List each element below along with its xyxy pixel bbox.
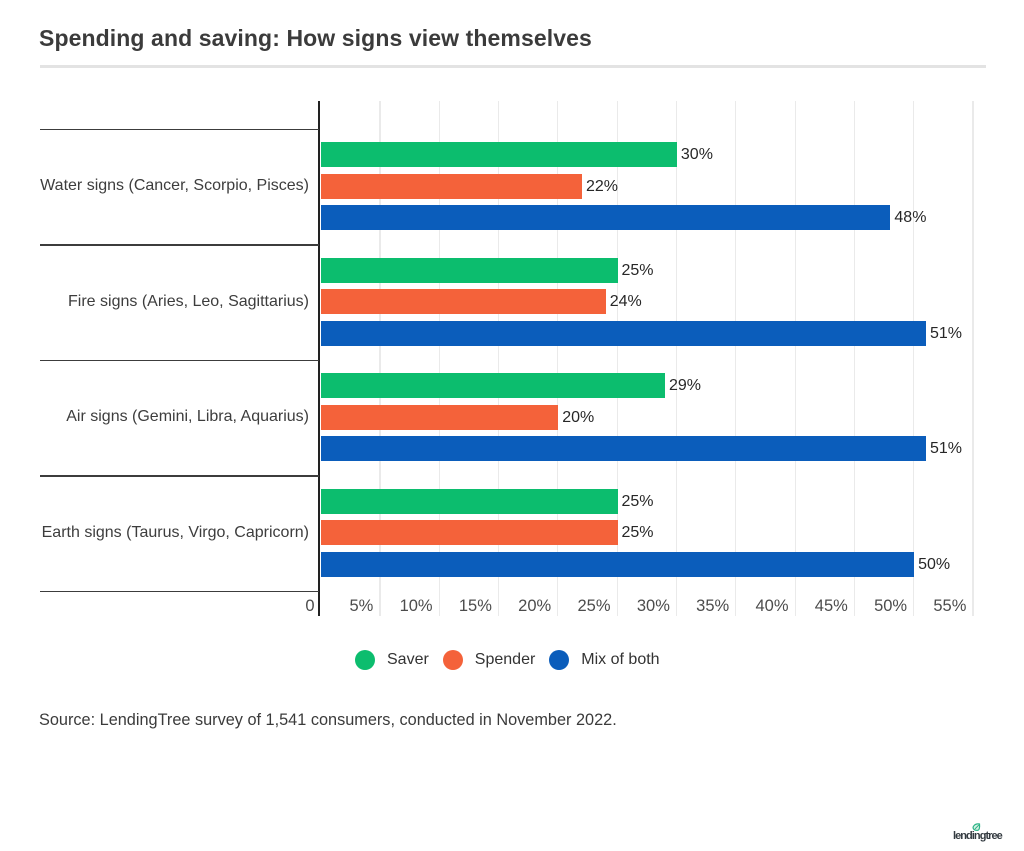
svg-text:lendingtree: lendingtree <box>953 830 1003 842</box>
